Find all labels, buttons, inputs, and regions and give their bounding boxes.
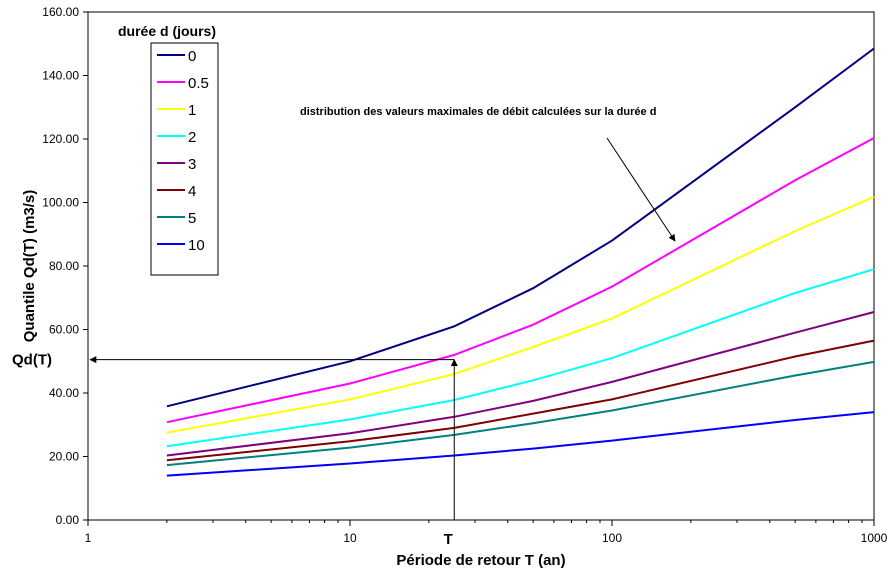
x-axis-ticks: 1 10 100 1000 (85, 520, 888, 545)
x-tick-label: 1 (85, 531, 92, 545)
legend-label: 0.5 (188, 75, 209, 92)
series-line-0 (166, 47, 875, 408)
y-tick-label: 120.00 (42, 132, 79, 146)
y-tick-label: 100.00 (42, 196, 79, 210)
legend-label: 1 (188, 102, 196, 119)
x-tick-label: 1000 (861, 531, 888, 545)
y-tick-label: 140.00 (42, 69, 79, 83)
legend-label: 0 (188, 48, 196, 65)
legend: 0 0.5 1 2 3 4 5 10 (157, 48, 209, 254)
annotation-text: distribution des valeurs maximales de dé… (300, 106, 656, 118)
legend-label: 3 (188, 156, 196, 173)
series-line-3 (166, 311, 875, 457)
legend-label: 2 (188, 129, 196, 146)
x-tick-label: 100 (602, 531, 622, 545)
y-axis-title: Quantile Qd(T) (m3/s) (21, 190, 38, 343)
series-line-0-5 (166, 137, 875, 424)
legend-label: 5 (188, 210, 196, 227)
series-lines (166, 47, 875, 477)
t-marker-label: T (444, 531, 453, 548)
series-line-4 (166, 339, 875, 462)
y-axis-ticks: 0.00 20.00 40.00 60.00 80.00 100.00 120.00 140.… (42, 5, 88, 527)
annotation-arrow (606, 137, 676, 242)
legend-label: 4 (188, 183, 196, 200)
legend-label: 10 (188, 237, 205, 254)
qd-marker-label: Qd(T) (12, 352, 52, 369)
x-tick-label: 10 (343, 531, 357, 545)
series-line-5 (166, 360, 875, 467)
y-tick-label: 60.00 (49, 323, 79, 337)
y-tick-label: 80.00 (49, 259, 79, 273)
y-tick-label: 20.00 (49, 450, 79, 464)
y-tick-label: 40.00 (49, 386, 79, 400)
y-tick-label: 160.00 (42, 5, 79, 19)
series-line-1 (166, 195, 875, 434)
series-line-10 (166, 411, 875, 477)
legend-title: durée d (jours) (118, 23, 216, 39)
series-line-2 (166, 268, 875, 448)
y-tick-label: 0.00 (56, 513, 80, 527)
x-axis-title: Période de retour T (an) (396, 552, 565, 569)
